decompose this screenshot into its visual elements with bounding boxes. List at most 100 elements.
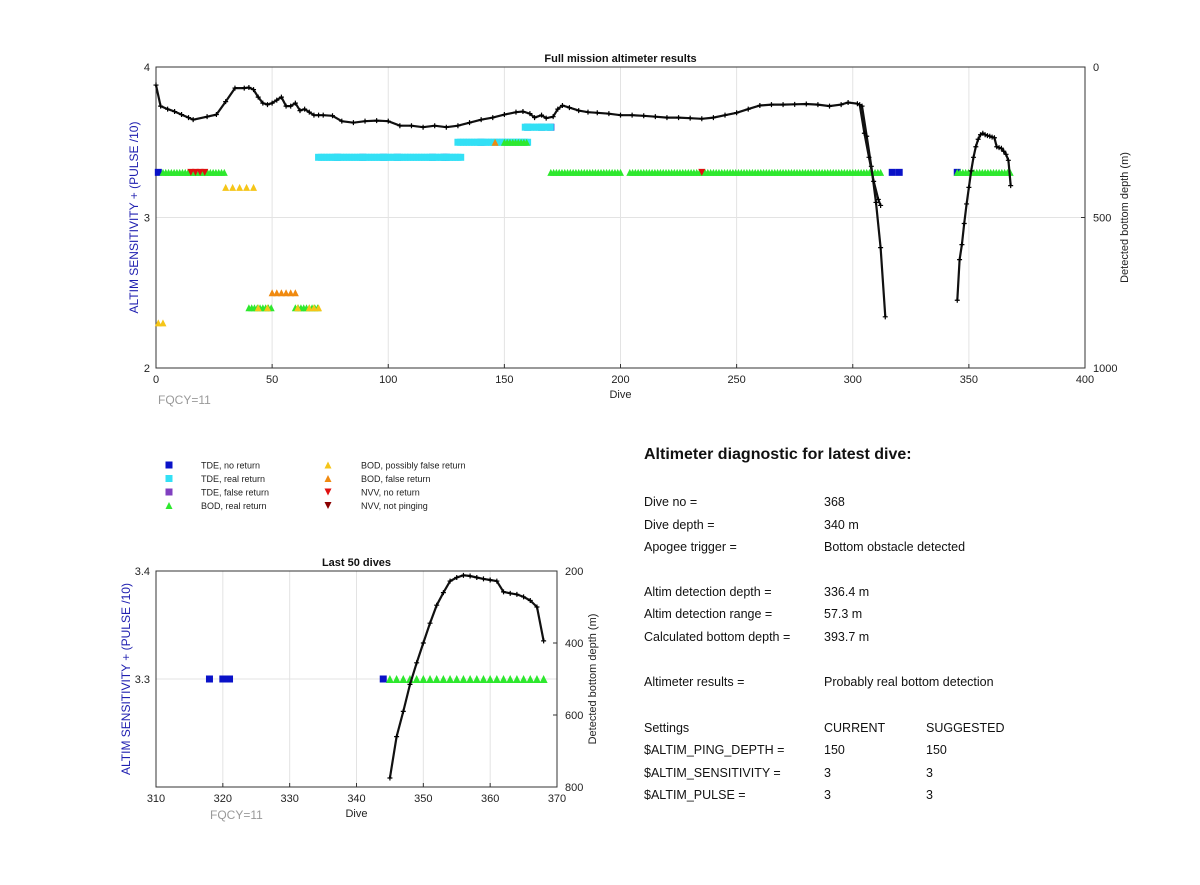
marker-bod-possibly-false-return <box>229 183 237 191</box>
main-chart-xtick-label: 250 <box>727 374 745 386</box>
setting-suggested: 150 <box>926 743 947 757</box>
main-chart-bottom-depth-line-point <box>251 87 257 93</box>
marker-bod-possibly-false-return <box>263 304 271 312</box>
main-chart-bottom-depth-line-point <box>223 99 229 105</box>
marker-bod-real-return <box>459 675 468 683</box>
main-chart-bottom-depth-line-point <box>420 124 426 130</box>
recent-chart-xtick-label: 340 <box>347 793 365 805</box>
main-chart-bottom-depth-line-point <box>350 120 356 126</box>
main-chart-bottom-depth-line-point <box>455 123 461 129</box>
recent-chart-bottom-depth-line-point <box>521 594 527 600</box>
main-chart-bottom-depth-recent-point <box>971 154 977 160</box>
diag-value: 57.3 m <box>824 607 863 621</box>
recent-chart-ytick-right-label: 600 <box>565 710 583 722</box>
setting-label: $ALTIM_PING_DEPTH = <box>644 743 785 757</box>
recent-chart-ylabel-right: Detected bottom depth (m) <box>587 614 599 745</box>
main-chart-bottom-depth-line-point <box>780 102 786 108</box>
recent-chart-ytick-right-label: 200 <box>565 566 583 578</box>
main-chart-bottom-depth-line-point <box>397 123 403 129</box>
marker-nvv-no-return <box>196 168 204 176</box>
recent-chart-xtick-label: 350 <box>414 793 432 805</box>
main-chart-bottom-depth-line-point <box>606 111 612 117</box>
marker-bod-real-return <box>419 675 428 683</box>
diag-label: Dive no = <box>644 495 698 509</box>
setting-suggested: 3 <box>926 766 933 780</box>
main-chart-ytick-label: 4 <box>144 62 150 74</box>
main-chart-bottom-depth-line-point <box>838 102 844 108</box>
main-chart-bottom-depth-line-point <box>478 117 484 123</box>
diag-value: Bottom obstacle detected <box>824 540 966 554</box>
marker-nvv-no-return <box>201 168 209 176</box>
main-chart-bottom-depth-line-point <box>241 85 247 91</box>
setting-current: 3 <box>824 766 831 780</box>
recent-chart-bottom-depth-line-point <box>507 590 513 596</box>
diag-value: 340 m <box>824 518 859 532</box>
main-chart-bottom-depth-line-point <box>158 103 164 109</box>
main-chart-ylabel-right: Detected bottom depth (m) <box>1119 152 1131 283</box>
main-chart-bottom-depth-line-point <box>664 115 670 121</box>
marker-bod-possibly-false-return <box>236 183 244 191</box>
main-chart-bottom-depth-recent-point <box>996 145 1002 151</box>
marker-bod-false-return <box>491 138 499 146</box>
marker-nvv-no-return <box>698 168 706 176</box>
main-chart-bottom-depth-line-point <box>854 101 860 107</box>
diag-label: Altim detection depth = <box>644 585 772 599</box>
marker-bod-possibly-false-return <box>254 304 262 312</box>
legend-label: TDE, false return <box>201 488 269 498</box>
main-chart-bottom-depth-line-point <box>311 112 317 118</box>
main-chart-bottom-depth-line-point <box>339 118 345 124</box>
marker-bod-real-return <box>492 675 501 683</box>
recent-chart-xtick-label: 310 <box>147 793 165 805</box>
legend-marker <box>324 502 332 509</box>
main-chart-bottom-depth-line-point <box>278 94 284 100</box>
main-chart-bottom-depth-line-point <box>878 245 884 251</box>
marker-nvv-no-return <box>191 168 199 176</box>
legend-marker <box>165 502 173 509</box>
main-chart-bottom-depth-line-point <box>288 103 294 109</box>
marker-bod-false-return <box>277 289 285 297</box>
main-chart-xtick-label: 100 <box>379 374 397 386</box>
main-chart-bottom-depth-line-point <box>283 103 289 109</box>
marker-bod-real-return <box>412 675 421 683</box>
main-chart-bottom-depth-recent <box>954 130 1014 303</box>
marker-bod-possibly-false-return <box>305 304 313 312</box>
main-chart-bottom-depth-line-point <box>722 112 728 118</box>
main-chart-bottom-depth-line-point <box>302 106 308 112</box>
marker-bod-real-return <box>506 675 515 683</box>
main-chart-bottom-depth-recent-point <box>957 257 963 263</box>
marker-bod-real-return <box>399 675 408 683</box>
main-chart-bottom-depth-line-point <box>734 110 740 116</box>
main-chart-bottom-depth-line-point <box>745 106 751 112</box>
settings-header-label: Settings <box>644 721 690 735</box>
main-chart-bottom-depth-recent-point <box>998 145 1004 151</box>
recent-chart-bottom-depth-line <box>387 572 547 781</box>
main-chart-bottom-depth-line-point <box>652 114 658 120</box>
marker-bod-real-return <box>472 675 481 683</box>
main-chart-bottom-depth-line-point <box>297 108 303 114</box>
main-chart-bottom-depth-line-point <box>576 108 582 114</box>
recent-chart-ytick-label: 3.3 <box>135 674 150 686</box>
recent-chart-bottom-depth-line-point <box>447 578 453 584</box>
main-chart-bottom-depth-recent-point <box>975 136 981 142</box>
main-chart-bottom-depth-recent-point <box>959 242 965 248</box>
main-chart-bottom-depth-line-point <box>264 102 270 108</box>
main-chart-bottom-depth-line-2-point <box>857 102 863 108</box>
main-chart-bottom-depth-recent-path <box>956 131 1012 301</box>
recent-chart-bottom-depth-line-point <box>460 572 466 578</box>
marker-bod-possibly-false-return <box>310 304 318 312</box>
setting-suggested: 3 <box>926 788 933 802</box>
main-chart-bottom-depth-line-point <box>316 112 322 118</box>
marker-bod-possibly-false-return <box>154 319 162 327</box>
marker-bod-real-return <box>466 675 475 683</box>
recent-chart-bottom-depth-line-point <box>454 574 460 580</box>
main-chart-bottom-depth-recent-point <box>1003 151 1009 157</box>
setting-current: 150 <box>824 743 845 757</box>
recent-chart-bottom-depth-line-point <box>514 591 520 597</box>
recent-chart-bottom-depth-line-point <box>400 708 406 714</box>
main-chart-bottom-depth-line-point <box>330 113 336 119</box>
recent-chart-frame <box>155 570 558 788</box>
marker-tde-real-return <box>546 123 554 131</box>
marker-tde-no-return <box>219 675 227 683</box>
main-chart-xtick-label: 350 <box>960 374 978 386</box>
